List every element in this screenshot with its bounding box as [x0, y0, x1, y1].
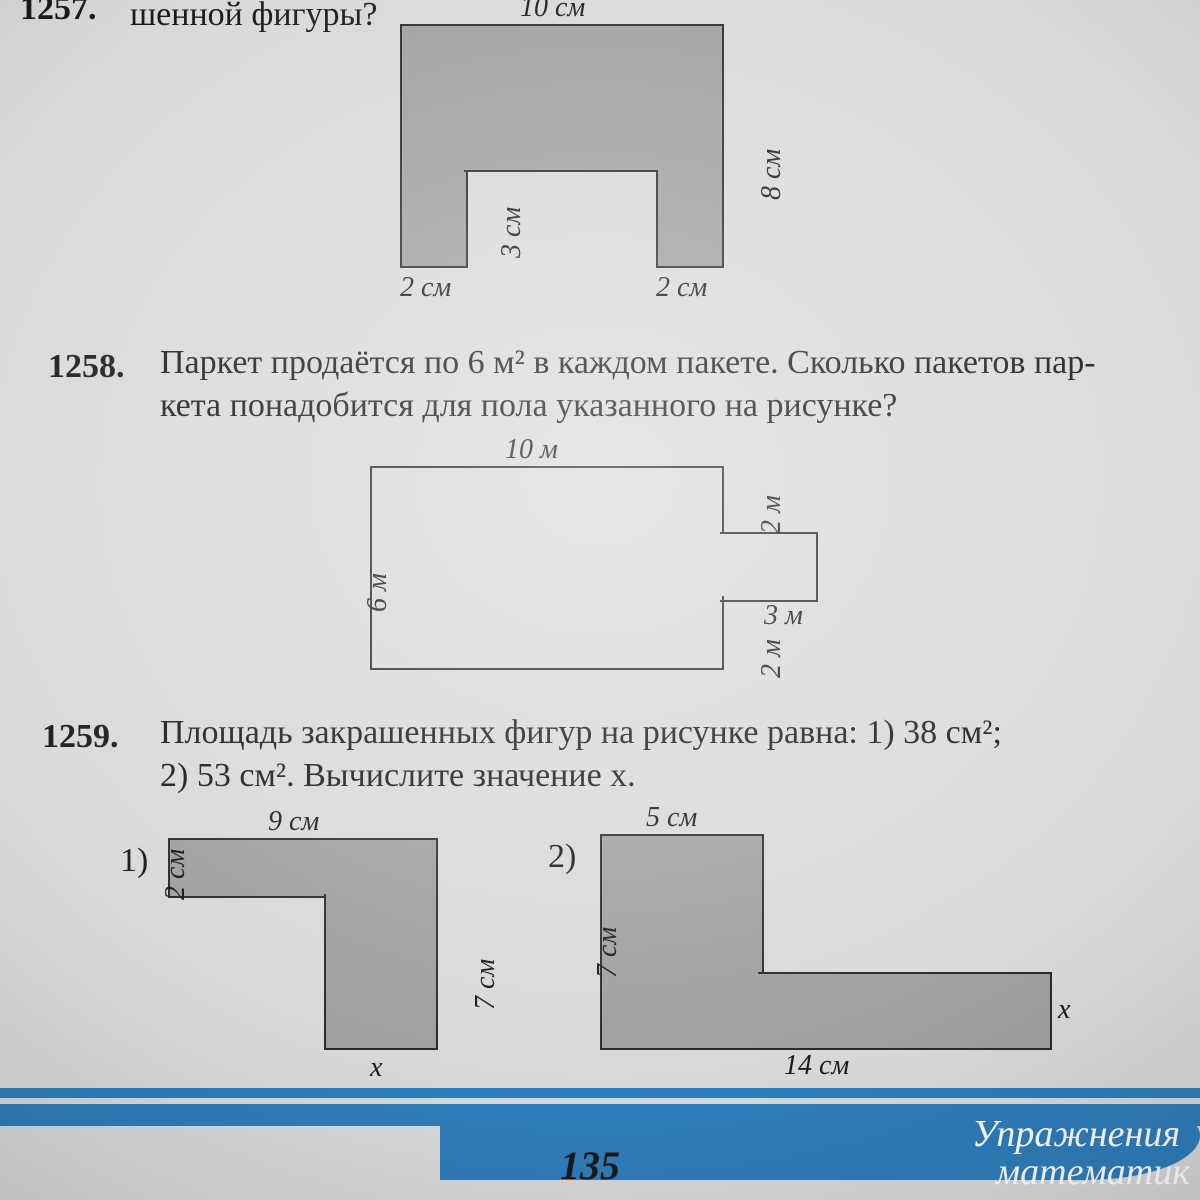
- fig1259a-x: x: [370, 1052, 382, 1084]
- fig1258-bt: 2 м: [756, 495, 788, 534]
- page: { "top_fragment": {"q_num":"1257.","text…: [0, 0, 1200, 1200]
- fig1259b-left: 7 см: [592, 927, 624, 978]
- fig1259b-x: x: [1058, 994, 1070, 1026]
- fig1257-leftleg: 2 см: [400, 272, 451, 304]
- fig1257-top: 10 см: [520, 0, 585, 24]
- q1258-number: 1258.: [48, 348, 125, 386]
- fig1257-rightleg: 2 см: [656, 272, 707, 304]
- fig1258-left: 6 м: [362, 573, 394, 612]
- q1257-text: шенной фигуры?: [130, 0, 377, 37]
- fig1259b-top: 5 см: [646, 802, 697, 834]
- footer-caption2: математик: [996, 1150, 1190, 1194]
- fig1259a-stem: 7 см: [470, 959, 502, 1010]
- q1259-number: 1259.: [42, 718, 119, 756]
- fig1259a-left: 2 см: [160, 849, 192, 900]
- q1259-l2: 2) 53 см². Вычислите значение x.: [160, 757, 636, 794]
- q1258-l1: Паркет продаётся по 6 м² в каждом пакете…: [160, 344, 1096, 381]
- fig1259a-top: 9 см: [268, 806, 319, 838]
- q1258-l2: кета понадобится для пола указанного на …: [160, 387, 897, 424]
- q1259-text: Площадь закрашенных фигур на рисунке рав…: [160, 712, 1180, 797]
- fig1258-bb: 2 м: [756, 639, 788, 678]
- q1259-l1: Площадь закрашенных фигур на рисунке рав…: [160, 714, 1002, 751]
- fig1257-notch: 3 см: [496, 207, 528, 258]
- page-number: 135: [560, 1142, 620, 1189]
- fig1258-top: 10 м: [505, 434, 558, 466]
- fig1258-br: 3 м: [764, 600, 803, 632]
- fig1259b-bottom: 14 см: [784, 1050, 849, 1082]
- q1257-number: 1257.: [20, 0, 97, 28]
- footer-rule-thin: [0, 1088, 1200, 1098]
- fig1259b-idx: 2): [548, 836, 576, 879]
- q1258-text: Паркет продаётся по 6 м² в каждом пакете…: [160, 342, 1170, 427]
- fig1259a-idx: 1): [120, 840, 148, 883]
- fig1257-right: 8 см: [756, 149, 788, 200]
